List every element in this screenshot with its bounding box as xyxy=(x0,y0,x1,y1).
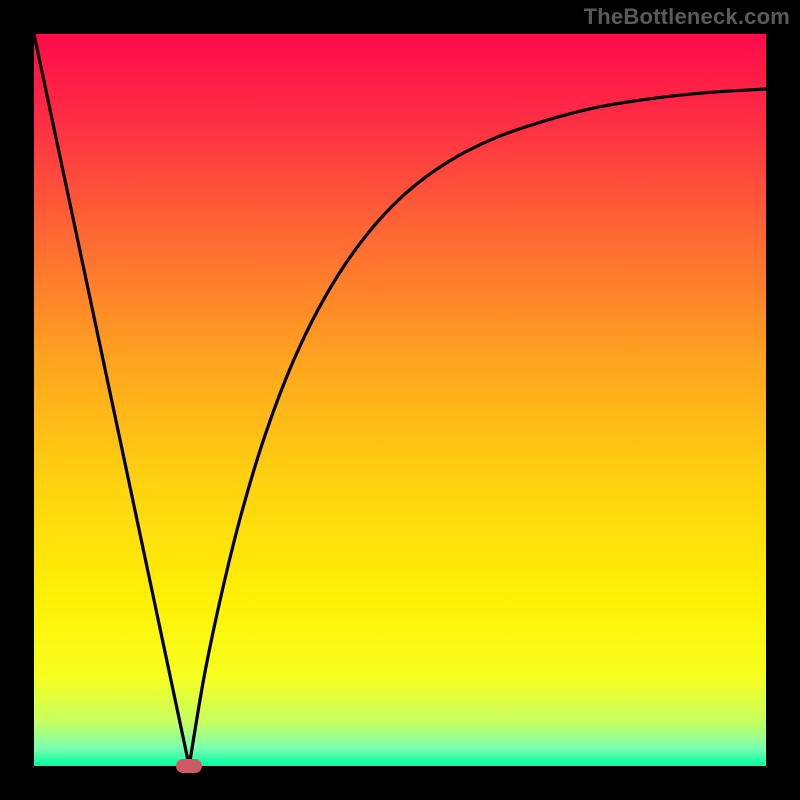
vertex-marker xyxy=(176,759,202,773)
bottleneck-curve xyxy=(34,34,766,766)
chart-wrapper: TheBottleneck.com xyxy=(0,0,800,800)
curve-svg xyxy=(34,34,766,766)
plot-area xyxy=(34,34,766,766)
watermark-text: TheBottleneck.com xyxy=(584,4,790,30)
